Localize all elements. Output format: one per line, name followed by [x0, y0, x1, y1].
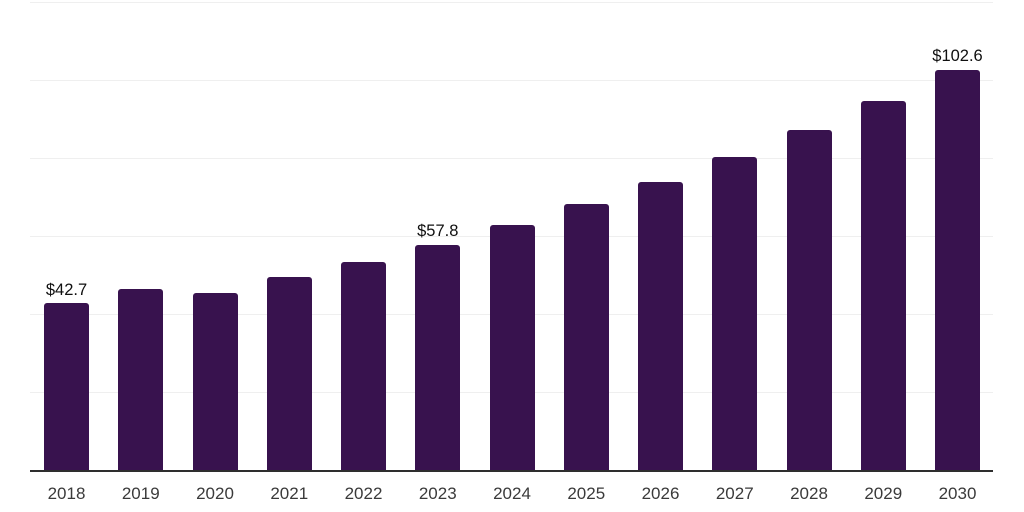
- bar-2019: [118, 289, 164, 470]
- x-axis-tick-label-2020: 2020: [196, 484, 234, 503]
- gridline-y-80: [30, 157, 993, 159]
- x-axis-tick-label-2028: 2028: [790, 484, 828, 503]
- bar-2027: [712, 157, 758, 470]
- bar-value-label-2030: $102.6: [932, 47, 983, 66]
- x-axis-tick-label-2018: 2018: [47, 484, 86, 503]
- x-axis-tick-label-2019: 2019: [121, 484, 160, 503]
- bar-2023: [415, 244, 461, 470]
- x-axis-tick-label-2027: 2027: [715, 484, 754, 503]
- bar-2024: [489, 225, 535, 470]
- gridline-y-120: [30, 1, 993, 3]
- x-axis-tick-label-2029: 2029: [864, 484, 903, 503]
- bar-2020: [192, 292, 238, 470]
- bar-value-label-2023: $57.8: [417, 222, 459, 241]
- x-axis-tick-label-2030: 2030: [938, 484, 977, 503]
- x-axis-tick-label-2024: 2024: [493, 484, 531, 503]
- x-axis-tick-label-2021: 2021: [270, 484, 309, 503]
- bar-2030: [935, 69, 980, 470]
- gridline-y-100: [30, 79, 993, 81]
- x-axis-line: [30, 470, 993, 472]
- bar-2029: [860, 101, 906, 470]
- x-axis-tick-label-2026: 2026: [641, 484, 680, 503]
- bar-2022: [341, 261, 386, 470]
- bar-2026: [638, 181, 683, 470]
- bar-2018: [44, 303, 89, 470]
- x-axis-tick-label-2025: 2025: [567, 484, 606, 503]
- x-axis-tick-label-2022: 2022: [344, 484, 383, 503]
- bar-2028: [786, 130, 832, 470]
- bar-value-label-2018: $42.7: [45, 280, 88, 299]
- bar-2025: [563, 204, 609, 470]
- bar-2021: [266, 277, 312, 470]
- x-axis-tick-label-2023: 2023: [418, 484, 457, 503]
